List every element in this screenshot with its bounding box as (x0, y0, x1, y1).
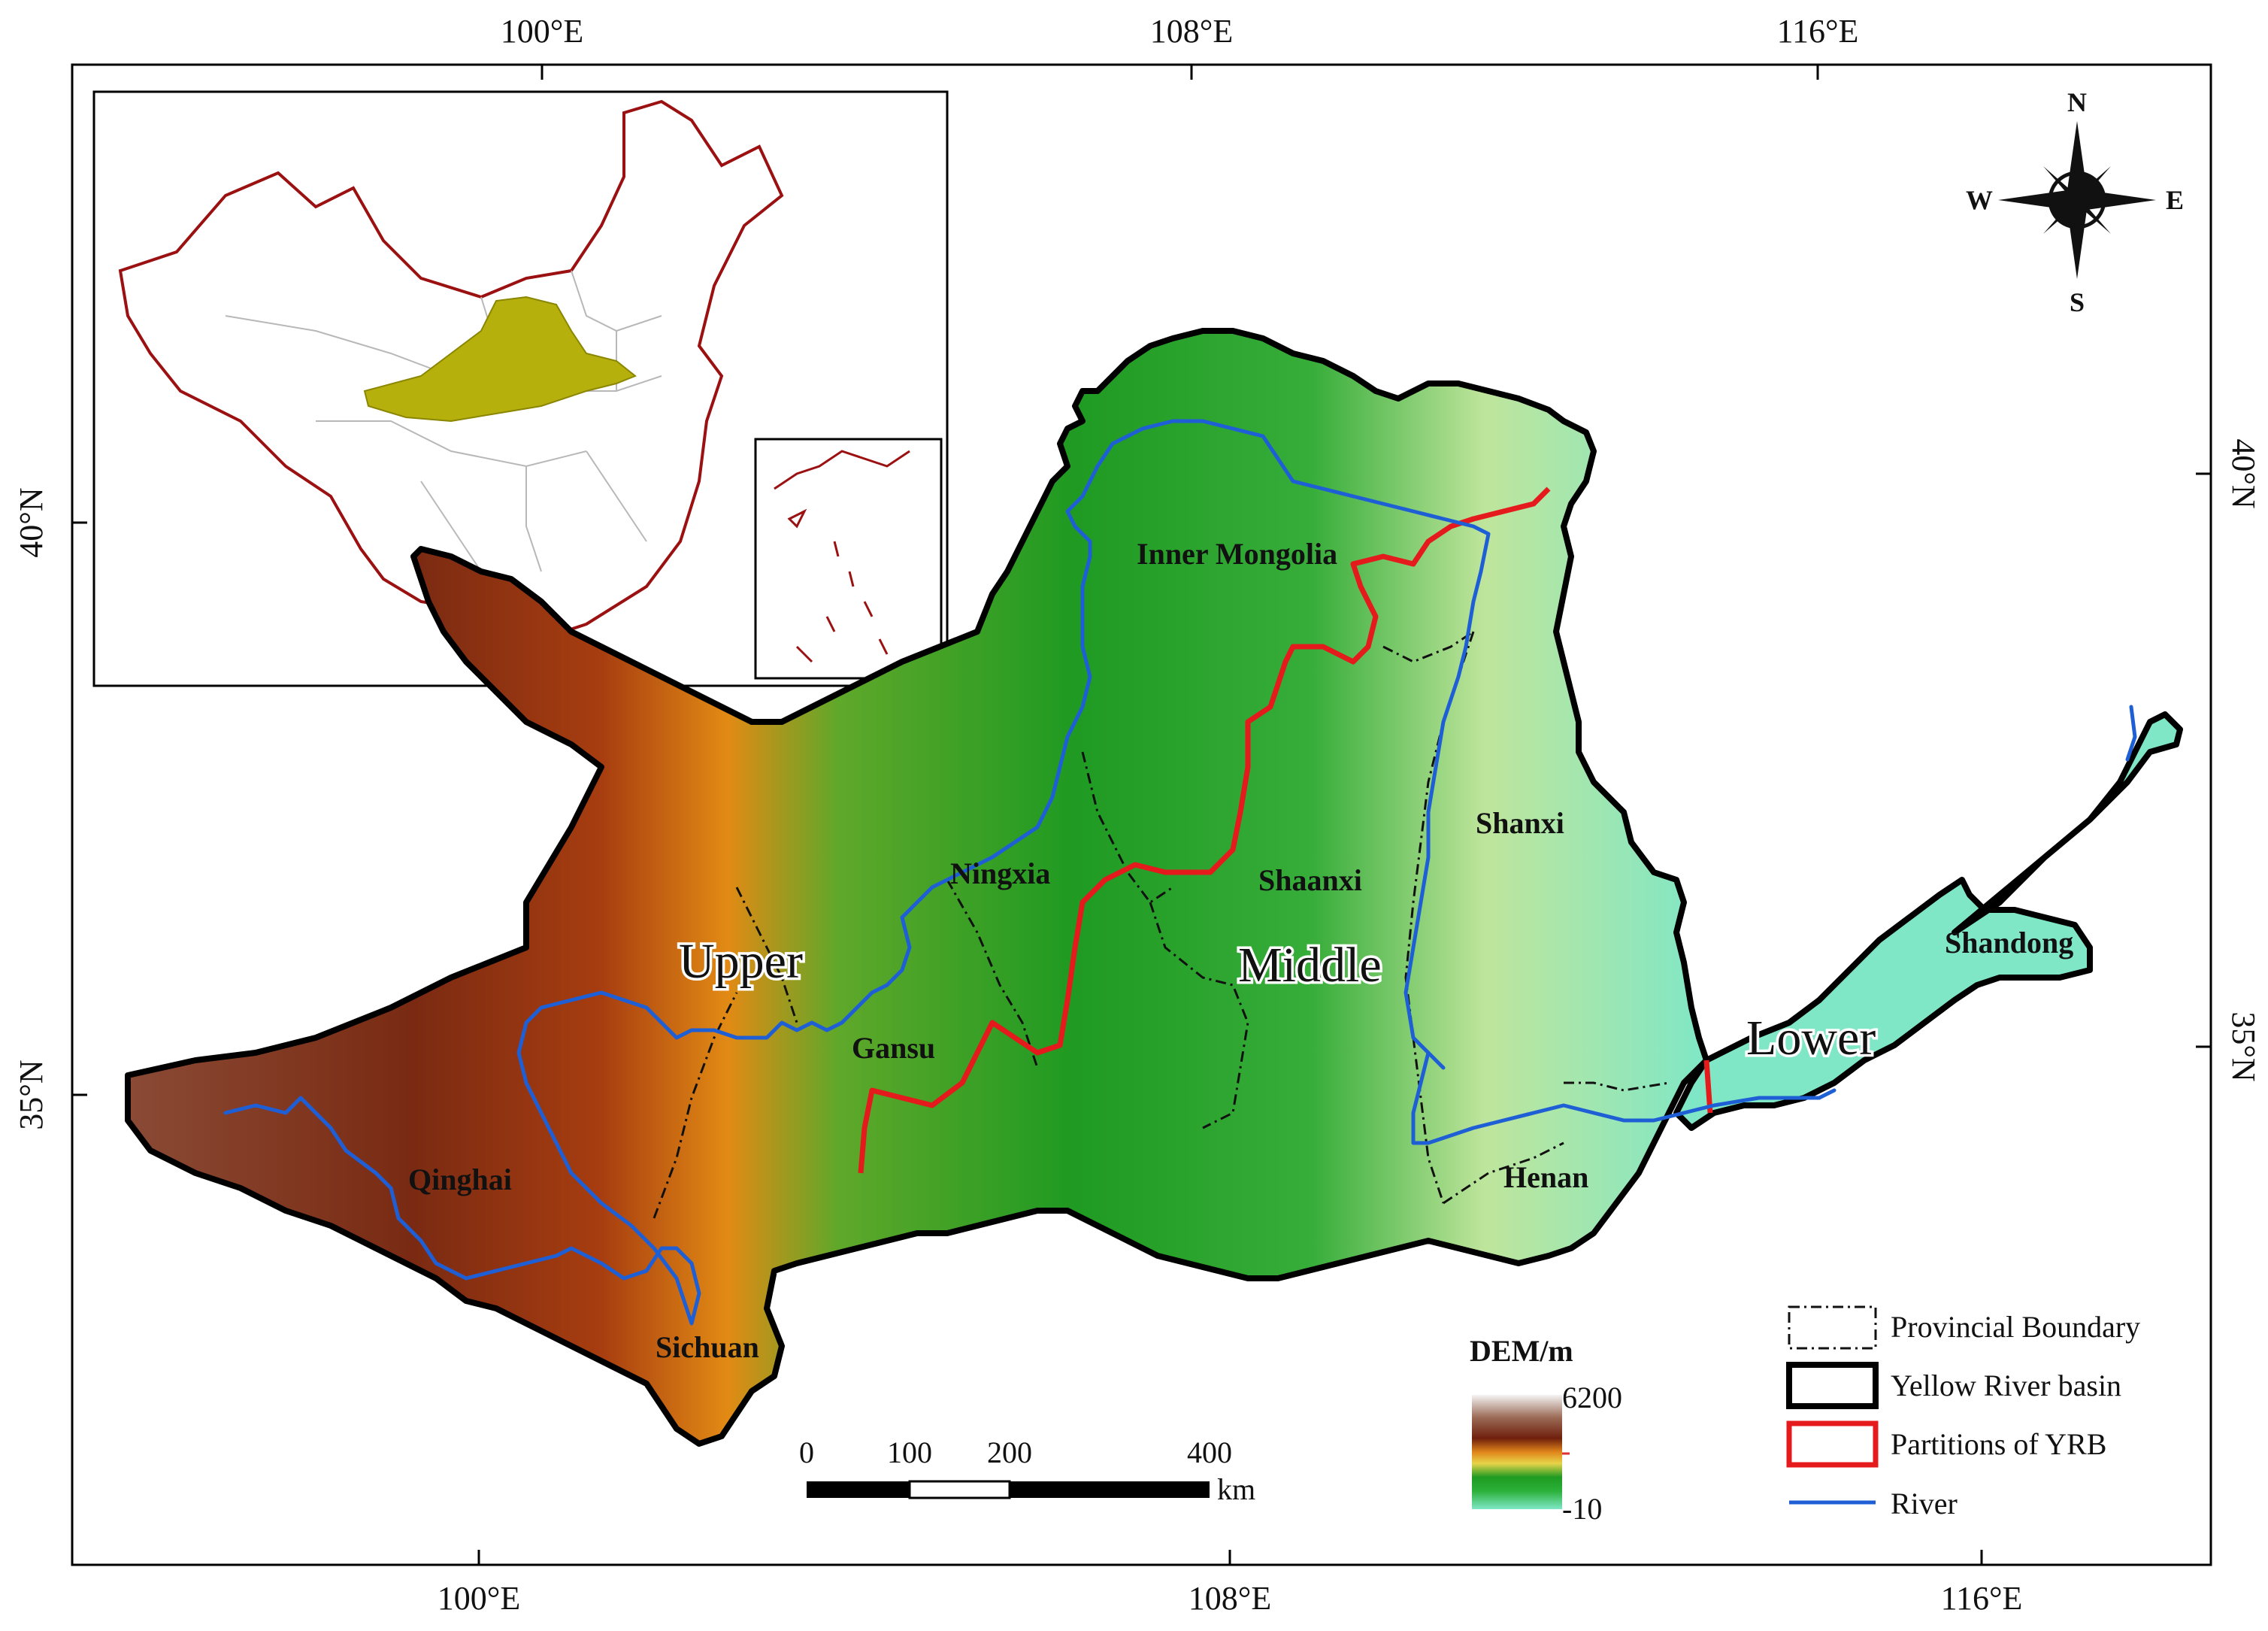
province-label-sichuan: Sichuan (656, 1330, 759, 1364)
bottom-lon-label-2: 108°E (1189, 1580, 1271, 1617)
dem-legend-min: -10 (1562, 1492, 1602, 1526)
province-label-shanxi: Shanxi (1476, 806, 1564, 840)
scale-bar-seg-2 (908, 1480, 1011, 1499)
province-label-inner-mongolia: Inner Mongolia (1137, 537, 1337, 571)
province-label-shaanxi: Shaanxi (1258, 863, 1362, 897)
scale-bar-seg-3 (1010, 1481, 1210, 1498)
bottom-lon-label-1: 100°E (438, 1580, 520, 1617)
frame-ticks (72, 65, 2211, 1565)
scale-label-100: 100 (887, 1435, 932, 1469)
partition-label-upper: Upper (679, 934, 803, 989)
scale-label-200: 200 (987, 1435, 1032, 1469)
top-lon-label-1: 100°E (501, 13, 583, 50)
province-label-shandong: Shandong (1945, 926, 2073, 960)
right-lat-label-2: 35°N (2225, 1011, 2262, 1081)
legend-label-river: River (1891, 1487, 1958, 1520)
basin-lower-fill (1673, 877, 2093, 1131)
dem-color-ramp (1472, 1395, 1562, 1509)
province-label-ningxia: Ningxia (950, 856, 1050, 890)
province-label-henan: Henan (1503, 1160, 1588, 1194)
north-arrow-icon: N S W E (1966, 87, 2184, 317)
compass-w: W (1966, 185, 1993, 215)
province-labels: Inner Mongolia Ningxia Shaanxi Shanxi Sh… (408, 537, 2073, 1364)
partition-boundaries (858, 487, 1713, 1174)
scale-bar-seg-1 (807, 1481, 910, 1498)
scale-label-0: 0 (799, 1435, 814, 1469)
dem-legend-title: DEM/m (1470, 1334, 1573, 1368)
province-label-gansu: Gansu (852, 1031, 935, 1065)
legend-label-partitions: Partitions of YRB (1891, 1427, 2106, 1461)
south-china-sea-box (754, 438, 943, 680)
map-legend: Provincial Boundary Yellow River basin P… (1786, 1305, 2140, 1520)
legend-symbol-provincial-boundary (1788, 1305, 1877, 1350)
top-lon-label-2: 108°E (1150, 13, 1233, 50)
rivers (223, 419, 2137, 1326)
legend-symbol-partitions (1786, 1420, 1879, 1468)
yellow-river-basin (125, 328, 2183, 1447)
dem-legend: DEM/m 6200 -10 (1470, 1334, 1622, 1526)
compass-s: S (2070, 287, 2085, 317)
bottom-lon-label-3: 116°E (1941, 1580, 2023, 1617)
right-lat-label-1: 40°N (2225, 438, 2262, 508)
province-label-qinghai: Qinghai (408, 1163, 512, 1196)
legend-symbol-basin (1786, 1362, 1879, 1409)
scale-label-400: 400 (1187, 1435, 1232, 1469)
partition-label-lower: Lower (1746, 1011, 1876, 1066)
provincial-boundaries (653, 630, 1670, 1219)
legend-label-basin: Yellow River basin (1891, 1369, 2121, 1402)
south-china-sea-islands (774, 450, 910, 663)
top-lon-label-3: 116°E (1777, 13, 1859, 50)
left-lat-label-2: 35°N (13, 1060, 50, 1129)
legend-label-provincial-boundary: Provincial Boundary (1891, 1310, 2140, 1344)
compass-e: E (2166, 185, 2184, 215)
dem-legend-max: 6200 (1562, 1381, 1622, 1414)
basin-dem-fill (125, 328, 1709, 1447)
basin-delta-fill (1952, 711, 2183, 935)
left-lat-label-1: 40°N (13, 487, 50, 557)
partition-label-middle: Middle (1238, 938, 1382, 993)
scale-bar: 0 100 200 400 km (799, 1435, 1255, 1506)
scale-unit: km (1217, 1472, 1255, 1506)
yellow-river-basin-inset (363, 296, 637, 423)
partition-labels: Upper Middle Lower (677, 932, 1879, 1069)
compass-n: N (2067, 87, 2087, 117)
